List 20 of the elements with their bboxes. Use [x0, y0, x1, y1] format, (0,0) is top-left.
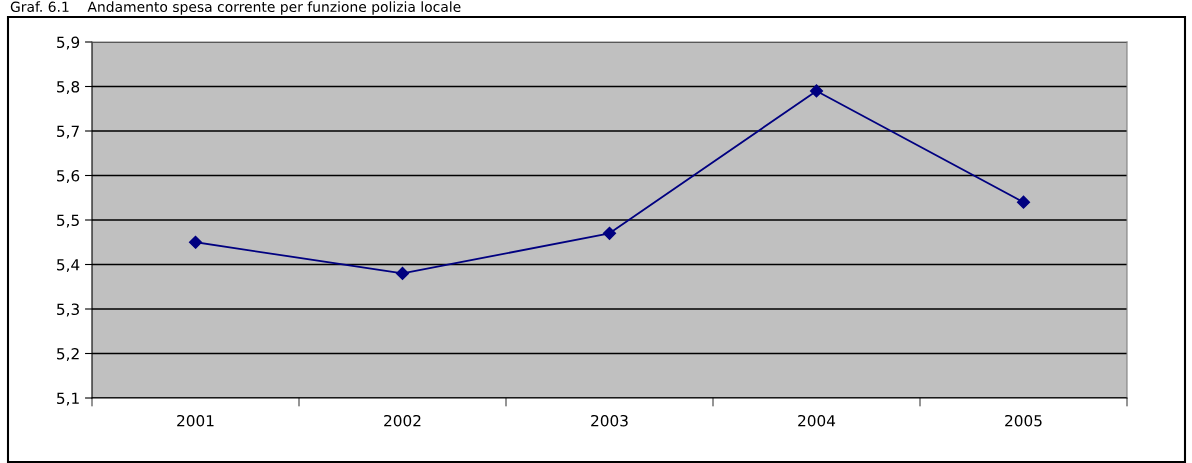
chart-title: Graf. 6.1 Andamento spesa corrente per funzione polizia locale: [10, 1, 461, 15]
y-tick-label: 5,3: [57, 303, 79, 317]
x-tick-label: 2001: [177, 414, 214, 427]
y-tick-label: 5,2: [57, 347, 79, 362]
y-tick-label: 5,6: [57, 169, 80, 184]
y-tick-label: 5,4: [57, 259, 80, 273]
x-tick-label: 2003: [591, 414, 628, 427]
point: [395, 266, 410, 280]
x-tick-label: 2002: [384, 414, 421, 427]
point: [809, 84, 824, 98]
y-tick-label: 5,5: [57, 214, 79, 228]
point: [188, 235, 203, 249]
point: [602, 226, 617, 240]
point: [1016, 195, 1031, 209]
y-tick-label: 5,8: [57, 80, 80, 95]
x-tick-label: 2005: [1005, 414, 1042, 427]
y-tick-label: 5,9: [57, 36, 80, 50]
y-tick-label: 5,7: [57, 125, 79, 139]
x-tick-label: 2004: [798, 414, 836, 427]
y-tick-label: 5,1: [57, 392, 79, 406]
